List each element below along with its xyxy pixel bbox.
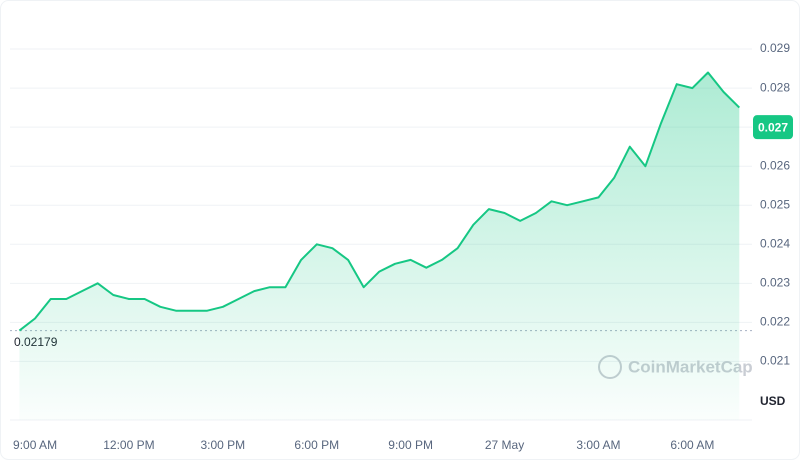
y-axis-label: USD bbox=[760, 394, 786, 408]
x-tick-label: 3:00 AM bbox=[576, 438, 620, 452]
x-tick-label: 12:00 PM bbox=[103, 438, 154, 452]
x-tick-label: 6:00 PM bbox=[294, 438, 339, 452]
current-price-label: 0.027 bbox=[758, 120, 788, 134]
y-tick-label: 0.025 bbox=[760, 197, 790, 211]
x-tick-label: 6:00 AM bbox=[670, 438, 714, 452]
y-tick-label: 0.029 bbox=[760, 41, 790, 55]
current-price-pill bbox=[753, 115, 793, 140]
y-tick-label: 0.022 bbox=[760, 315, 790, 329]
x-tick-label: 9:00 PM bbox=[388, 438, 433, 452]
y-tick-label: 0.021 bbox=[760, 354, 790, 368]
y-tick-label: 0.024 bbox=[760, 236, 790, 250]
y-tick-label: 0.023 bbox=[760, 276, 790, 290]
area bbox=[19, 72, 740, 420]
x-tick-label: 27 May bbox=[485, 438, 524, 452]
y-tick-label: 0.028 bbox=[760, 80, 790, 94]
y-tick-label: 0.026 bbox=[760, 158, 790, 172]
x-tick-label: 3:00 PM bbox=[200, 438, 245, 452]
x-tick-label: 9:00 AM bbox=[13, 438, 57, 452]
price-line bbox=[18, 71, 741, 332]
